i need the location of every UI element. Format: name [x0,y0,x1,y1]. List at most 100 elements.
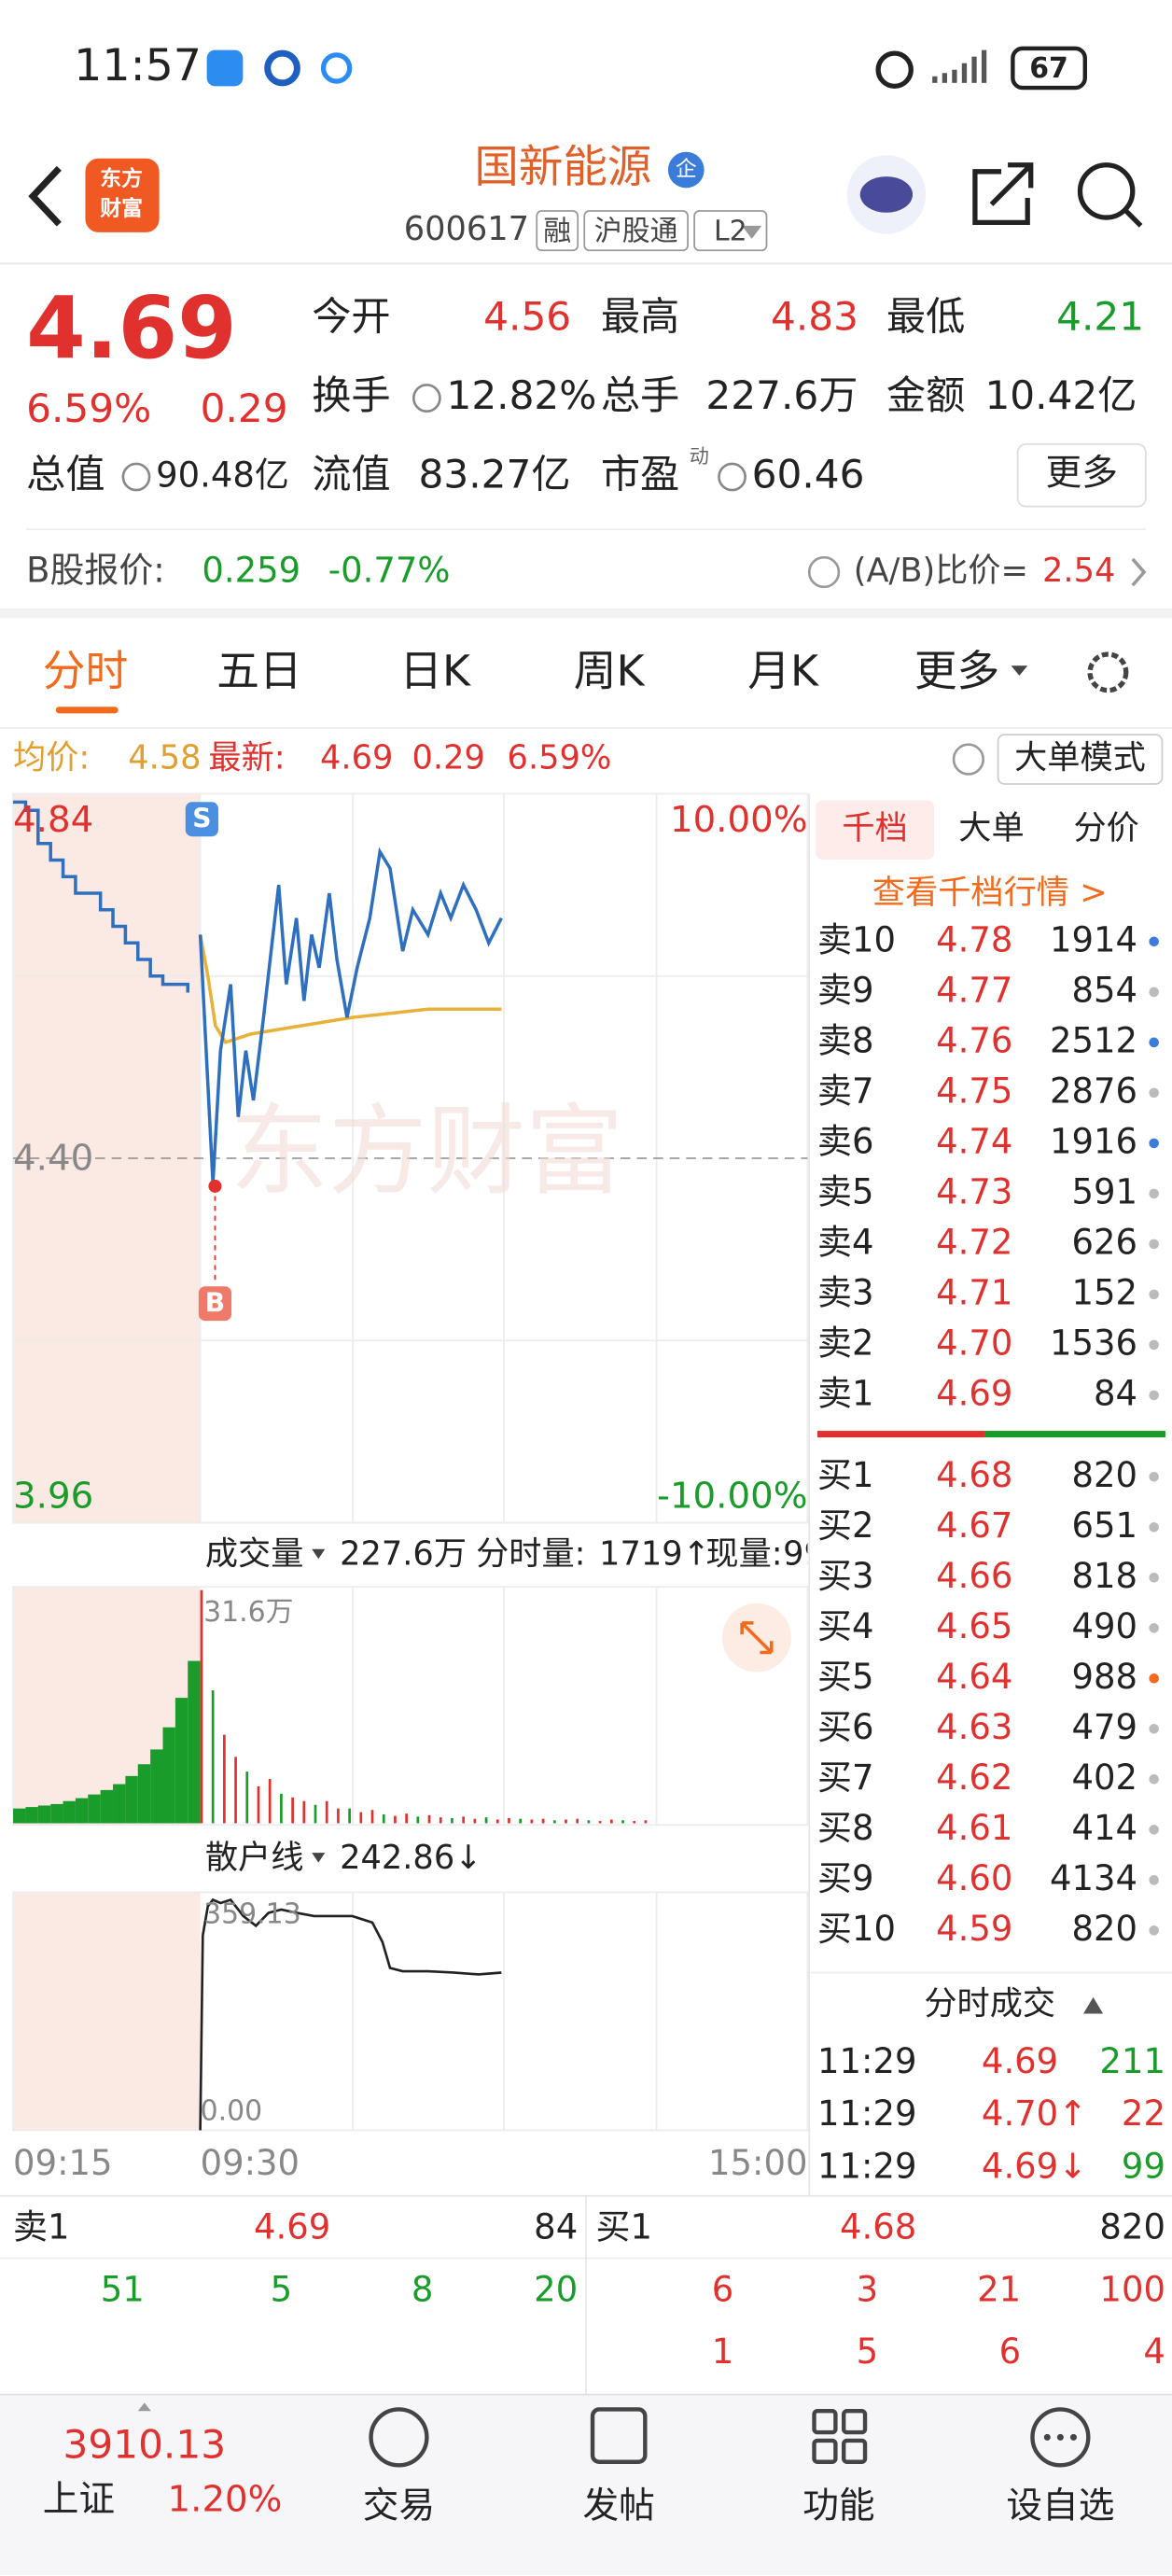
volume-current-label: 现量: [705,1535,782,1574]
settings-button[interactable] [1087,651,1129,693]
queue-order: 6 [712,2269,734,2309]
more-label[interactable]: 更多 [1046,453,1118,495]
logo[interactable] [85,158,160,232]
auction-volume-bar [150,1749,163,1824]
index-value[interactable]: 3910.13 [63,2421,227,2467]
search-button[interactable] [1077,162,1136,220]
app-icon [264,49,300,87]
tab[interactable]: 月K [747,647,819,696]
book-link[interactable]: 查看千档行情 > [872,874,1108,912]
auction-volume-bar [100,1789,114,1824]
field-value: 4.56 [483,294,571,340]
volume-bar [439,1817,442,1824]
book-tab[interactable]: 大单 [958,809,1024,847]
app-icon [206,49,244,87]
change-pct: 6.59% [26,385,151,431]
book-dot [1149,1925,1159,1936]
logo-text: 东方 [100,166,143,191]
auction-volume-bar [37,1805,51,1824]
panel-title[interactable]: 成交量 [205,1535,304,1574]
tab[interactable]: 更多 [914,647,999,696]
panel-title[interactable]: 散户线 [205,1839,304,1877]
field-label: 今开 [312,294,390,340]
volume-bar [484,1817,488,1824]
book-volume: 591 [1072,1171,1138,1211]
book-price: 4.63 [936,1707,1012,1747]
trade-icon[interactable] [369,2407,429,2468]
book-dot [1149,936,1159,947]
book-level: 买3 [817,1556,873,1596]
book-tab[interactable]: 分价 [1073,809,1138,847]
book-volume: 2876 [1050,1071,1137,1111]
volume-minute: 1719↑ [599,1535,710,1574]
volume-bar [200,1589,203,1824]
badge-text: 企 [676,158,697,182]
book-price: 4.69 [936,1373,1012,1413]
queue-label: 卖1 [13,2206,69,2247]
queue-volume: 820 [1099,2206,1165,2247]
dropdown-arrow[interactable] [742,225,762,239]
book-dot [1149,1573,1159,1583]
tag-box [583,210,689,252]
volume-max: 31.6万 [203,1596,293,1629]
book-level: 买7 [817,1757,873,1798]
volume-bar [359,1812,363,1824]
tag-box [693,210,768,252]
bottom-nav [0,2394,1172,2576]
more-button[interactable] [1016,442,1147,508]
watchlist-icon[interactable] [1030,2407,1091,2468]
mode-button[interactable] [997,734,1164,785]
book-tab[interactable]: 千档 [842,809,907,847]
book-level: 买1 [817,1455,873,1495]
info-icon [412,384,441,413]
book-level: 卖10 [817,919,896,959]
nav-item[interactable]: 功能 [802,2485,874,2527]
field-label: 金额 [886,372,965,418]
field-label: 市盈 [601,452,679,497]
trade-price: 4.70↑ [982,2093,1087,2134]
field-sup: 动 [690,444,709,468]
book-volume: 2512 [1050,1020,1137,1060]
field-value: 90.48亿 [156,455,289,496]
nav-item[interactable]: 发帖 [582,2485,654,2527]
auction-volume-bar [174,1698,188,1824]
volume-bar [495,1819,499,1824]
back-button[interactable] [28,165,62,227]
book-level: 卖1 [817,1373,873,1413]
volume-bar [280,1793,283,1824]
post-icon[interactable] [590,2407,648,2464]
latest-change: 0.29 [412,739,485,777]
function-icon[interactable] [812,2409,868,2464]
index-name[interactable]: 上证 [43,2478,115,2520]
expand-icon [740,1621,774,1655]
queue-order: 20 [534,2269,578,2309]
auction-volume-bar [13,1808,26,1824]
book-level: 卖2 [817,1323,873,1363]
book-level: 卖7 [817,1071,873,1111]
nav-item[interactable]: 交易 [363,2485,435,2527]
trade-time: 11:29 [817,2146,916,2186]
tab[interactable]: 五日 [216,647,301,696]
separator [0,608,1172,619]
bid-bar [984,1431,1165,1438]
share-button[interactable] [972,162,1034,225]
book-dot [1149,1239,1159,1250]
collapse-arrow[interactable] [1083,1996,1104,2014]
volume-bar [598,1821,602,1824]
book-price: 4.62 [936,1757,1012,1798]
tab[interactable]: 日K [399,647,471,696]
mode-label[interactable]: 大单模式 [1014,739,1146,777]
nav-item[interactable]: 设自选 [1006,2485,1114,2527]
tab[interactable]: 周K [574,647,646,696]
trade-price: 4.69 [982,2041,1058,2081]
volume-current: 99 [783,1535,825,1574]
index-pct[interactable]: 1.20% [168,2478,283,2520]
ratio-value: 2.54 [1042,552,1115,590]
queue-volume: 84 [534,2206,578,2247]
help-icon[interactable] [952,743,985,776]
retail-max: 359.13 [203,1897,301,1930]
tab[interactable]: 分时 [43,647,128,696]
help-icon[interactable] [807,555,841,589]
panel-arrow [312,1853,326,1863]
